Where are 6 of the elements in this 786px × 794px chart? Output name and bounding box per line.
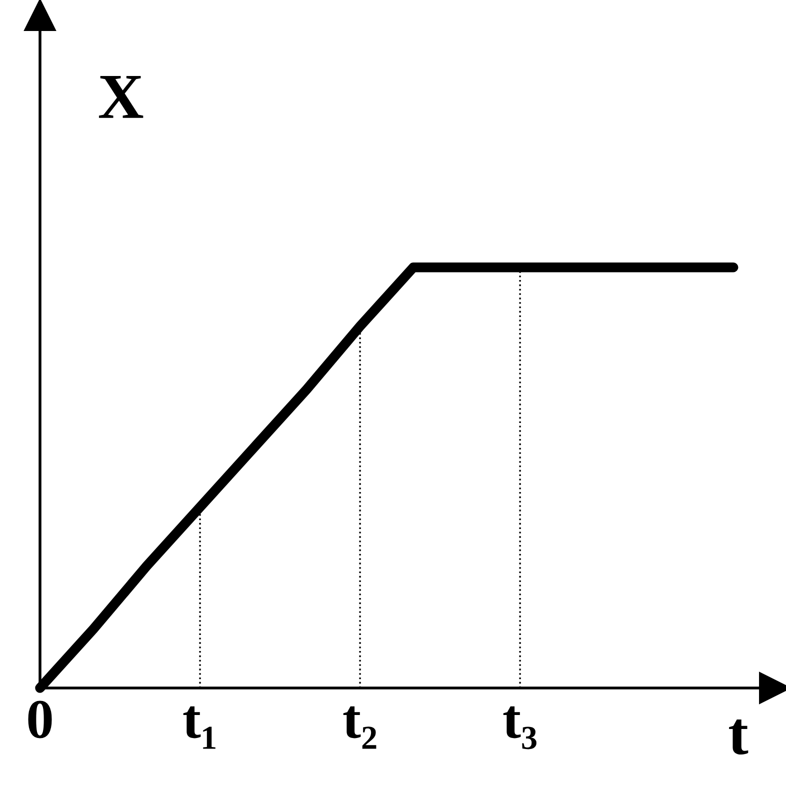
y-axis-title: X [98,76,144,118]
x-tick-label: t₁ [183,706,216,749]
x-tick-label: 0 [28,700,52,738]
x-tick-label: t₂ [343,706,376,749]
x-axis-title: t [729,720,748,755]
x-tick-label: t₃ [503,706,536,750]
